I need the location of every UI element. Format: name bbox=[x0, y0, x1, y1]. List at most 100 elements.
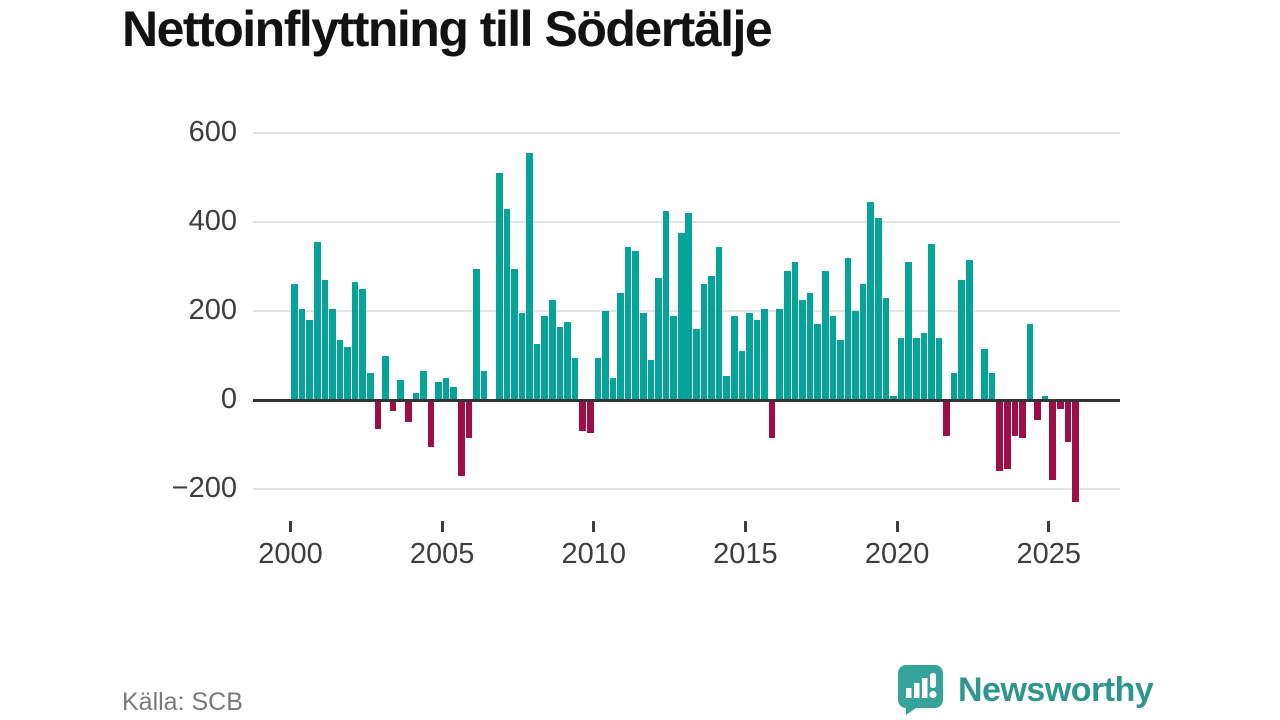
bar-2022-Q4 bbox=[981, 348, 988, 400]
chart-title: Nettoinflyttning till Södertälje bbox=[122, 1, 773, 57]
bar-2010-Q3 bbox=[609, 377, 617, 400]
bar-2024-Q1 bbox=[1019, 400, 1026, 438]
bar-2002-Q2 bbox=[359, 288, 367, 400]
y-axis-tick-label: 600 bbox=[188, 116, 237, 149]
bar-2002-Q3 bbox=[367, 373, 374, 400]
bar-2004-Q4 bbox=[435, 382, 442, 400]
bar-2007-Q2 bbox=[511, 268, 518, 400]
bar-2014-Q4 bbox=[738, 351, 746, 400]
bar-2003-Q1 bbox=[382, 355, 389, 400]
bar-2004-Q3 bbox=[427, 400, 435, 447]
y-gridline bbox=[253, 132, 1120, 135]
bar-2010-Q4 bbox=[617, 293, 624, 400]
bar-2007-Q1 bbox=[503, 208, 511, 400]
bar-2002-Q4 bbox=[374, 400, 382, 429]
bar-2019-Q1 bbox=[867, 202, 875, 400]
bar-2010-Q1 bbox=[594, 357, 602, 400]
bar-2011-Q1 bbox=[624, 246, 632, 400]
bar-2000-Q3 bbox=[306, 319, 313, 400]
bar-2018-Q2 bbox=[844, 257, 852, 400]
bar-2001-Q2 bbox=[329, 308, 336, 400]
bar-2003-Q3 bbox=[397, 379, 404, 400]
x-axis-tick-label: 2020 bbox=[864, 538, 930, 570]
bar-2001-Q1 bbox=[321, 279, 329, 400]
bar-2014-Q3 bbox=[730, 315, 738, 400]
x-axis-zero-line bbox=[253, 398, 1120, 402]
bar-2013-Q4 bbox=[708, 275, 715, 400]
bar-2012-Q1 bbox=[655, 277, 662, 400]
bar-2023-Q2 bbox=[996, 400, 1003, 472]
bar-2016-Q2 bbox=[784, 271, 791, 400]
bar-2004-Q2 bbox=[420, 371, 427, 400]
bar-2003-Q4 bbox=[404, 400, 412, 423]
y-gridline bbox=[253, 487, 1120, 490]
x-axis-tick-mark bbox=[895, 521, 899, 532]
x-axis-tick-mark bbox=[440, 521, 444, 532]
bar-2024-Q2 bbox=[1026, 324, 1034, 400]
bar-2011-Q4 bbox=[647, 359, 655, 400]
bar-2017-Q3 bbox=[821, 271, 829, 400]
bar-2000-Q4 bbox=[313, 242, 321, 400]
bar-2018-Q1 bbox=[837, 339, 844, 400]
bar-2023-Q4 bbox=[1011, 400, 1019, 436]
bar-2009-Q2 bbox=[571, 357, 579, 400]
bar-2004-Q1 bbox=[412, 393, 420, 400]
x-axis-tick-label: 2010 bbox=[561, 538, 627, 570]
bar-2015-Q3 bbox=[761, 308, 768, 400]
bar-2016-Q3 bbox=[791, 262, 799, 400]
x-axis-tick-label: 2025 bbox=[1016, 538, 1081, 570]
bar-2023-Q1 bbox=[988, 373, 996, 400]
bar-2009-Q4 bbox=[586, 400, 594, 434]
y-axis-tick-label: 400 bbox=[188, 205, 237, 238]
newsworthy-logo: Newsworthy bbox=[897, 665, 1154, 715]
bar-2007-Q3 bbox=[518, 313, 526, 400]
x-axis-tick-label: 2005 bbox=[409, 538, 475, 570]
x-axis-tick-mark bbox=[1047, 521, 1051, 532]
bar-2025-Q4 bbox=[1072, 400, 1079, 503]
bar-2010-Q2 bbox=[602, 311, 609, 400]
bar-2009-Q3 bbox=[579, 400, 586, 432]
bar-2025-Q3 bbox=[1064, 400, 1072, 443]
bar-2011-Q3 bbox=[639, 313, 647, 400]
bar-2020-Q1 bbox=[897, 337, 905, 400]
bar-2005-Q4 bbox=[465, 400, 473, 438]
y-axis-tick-label: 0 bbox=[220, 383, 237, 415]
y-axis-tick-label: −200 bbox=[171, 471, 237, 504]
bar-2003-Q2 bbox=[389, 400, 397, 412]
bar-2005-Q3 bbox=[458, 400, 465, 476]
bar-2022-Q1 bbox=[958, 279, 966, 400]
bar-2008-Q1 bbox=[533, 344, 541, 400]
source-caption: Källa: SCB bbox=[122, 688, 243, 716]
bar-2009-Q1 bbox=[564, 322, 571, 400]
bar-2018-Q4 bbox=[859, 284, 867, 400]
bar-2006-Q1 bbox=[473, 268, 480, 400]
bar-2019-Q4 bbox=[890, 395, 897, 400]
bar-2006-Q2 bbox=[480, 371, 488, 400]
bar-2015-Q4 bbox=[768, 400, 776, 438]
bar-2013-Q3 bbox=[700, 284, 708, 400]
newsworthy-speech-bubble-chart-icon bbox=[898, 665, 943, 715]
bar-2000-Q2 bbox=[298, 308, 306, 400]
bar-2020-Q4 bbox=[920, 333, 928, 400]
bar-2016-Q4 bbox=[799, 299, 806, 400]
newsworthy-wordmark: Newsworthy bbox=[958, 670, 1154, 709]
y-axis-tick-label: 200 bbox=[188, 294, 237, 327]
bar-2012-Q4 bbox=[677, 233, 685, 400]
bar-2021-Q1 bbox=[928, 244, 935, 400]
bar-2008-Q3 bbox=[549, 299, 556, 400]
bar-2005-Q1 bbox=[442, 377, 450, 400]
bar-2024-Q3 bbox=[1034, 400, 1041, 420]
bar-2014-Q1 bbox=[715, 246, 723, 400]
bar-2013-Q2 bbox=[693, 328, 700, 400]
x-axis-tick-mark bbox=[743, 521, 747, 532]
bar-2014-Q2 bbox=[723, 375, 730, 400]
bar-2022-Q2 bbox=[966, 259, 973, 400]
bar-2001-Q3 bbox=[336, 339, 344, 400]
bar-2011-Q2 bbox=[632, 251, 639, 400]
x-axis-tick-label: 2000 bbox=[258, 538, 323, 570]
x-axis-tick-mark bbox=[289, 521, 292, 532]
bar-2019-Q2 bbox=[875, 217, 882, 400]
bar-2017-Q4 bbox=[829, 315, 837, 400]
x-axis-tick-label: 2015 bbox=[713, 538, 778, 570]
bar-2015-Q1 bbox=[746, 313, 753, 400]
